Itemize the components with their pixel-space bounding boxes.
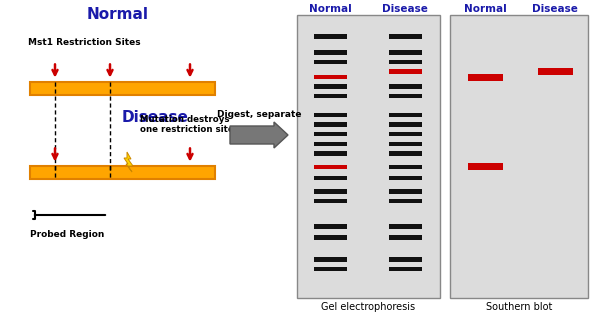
Bar (450, 15, 588, 298)
Bar (388, 151, 421, 156)
Bar (388, 123, 421, 127)
Bar (388, 94, 421, 99)
Bar (313, 267, 346, 271)
Text: Normal: Normal (464, 4, 506, 14)
Text: Disease: Disease (382, 4, 428, 14)
Text: Normal: Normal (309, 4, 352, 14)
Bar (313, 257, 346, 262)
FancyArrow shape (230, 122, 288, 148)
Bar (388, 189, 421, 194)
Bar (537, 68, 572, 75)
Bar (388, 84, 421, 89)
Bar (388, 69, 421, 74)
Text: Digest, separate: Digest, separate (217, 110, 301, 119)
Bar (313, 123, 346, 127)
Bar (313, 84, 346, 89)
Text: Mst1 Restriction Sites: Mst1 Restriction Sites (28, 38, 140, 47)
Bar (313, 164, 346, 169)
Bar (313, 199, 346, 203)
Bar (388, 113, 421, 117)
Bar (388, 60, 421, 64)
Bar (313, 113, 346, 117)
Bar (388, 199, 421, 203)
Bar (30, 165, 215, 179)
Bar (313, 60, 346, 64)
Text: Normal: Normal (87, 7, 149, 22)
Bar (313, 75, 346, 79)
Bar (313, 235, 346, 240)
Bar (313, 141, 346, 146)
Bar (297, 15, 440, 298)
Bar (388, 132, 421, 137)
Bar (313, 189, 346, 194)
Bar (313, 151, 346, 156)
Text: Disease: Disease (532, 4, 578, 14)
Text: Disease: Disease (122, 110, 188, 125)
Text: Probed Region: Probed Region (30, 230, 104, 239)
Bar (467, 164, 503, 170)
Bar (467, 74, 503, 81)
Text: Gel electrophoresis: Gel electrophoresis (322, 302, 415, 312)
Bar (388, 141, 421, 146)
Bar (313, 175, 346, 180)
Bar (313, 132, 346, 137)
Bar (388, 235, 421, 240)
Bar (388, 34, 421, 39)
Text: Mutation destroys
one restriction site: Mutation destroys one restriction site (140, 115, 234, 134)
Bar (388, 224, 421, 229)
Bar (30, 82, 215, 94)
Bar (313, 50, 346, 55)
Bar (388, 257, 421, 262)
Bar (313, 224, 346, 229)
Bar (313, 94, 346, 99)
Bar (388, 50, 421, 55)
Bar (313, 34, 346, 39)
Bar (388, 164, 421, 169)
Polygon shape (124, 152, 133, 172)
Bar (388, 175, 421, 180)
Bar (388, 267, 421, 271)
Text: Southern blot: Southern blot (486, 302, 552, 312)
